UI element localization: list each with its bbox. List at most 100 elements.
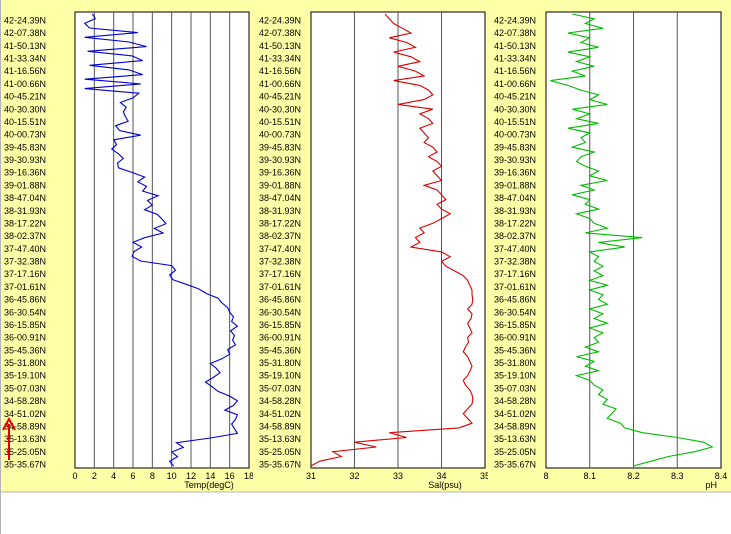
latitude-label: 39-01.88N	[4, 180, 46, 190]
latitude-label: 40-00.73N	[259, 130, 301, 140]
latitude-label: 35-35.67N	[259, 460, 301, 470]
latitude-label: 34-51.02N	[4, 409, 46, 419]
x-tick-label: 4	[111, 471, 116, 481]
latitude-label: 39-45.83N	[259, 142, 301, 152]
latitude-label: 35-25.05N	[494, 447, 536, 457]
latitude-label: 40-45.21N	[494, 92, 536, 102]
latitude-label: 34-58.89N	[259, 421, 301, 431]
latitude-label: 34-51.02N	[259, 409, 301, 419]
series-line	[83, 13, 239, 467]
x-tick-label: 8.3	[671, 471, 684, 481]
latitude-label: 41-33.34N	[494, 54, 536, 64]
latitude-label: 34-58.28N	[494, 396, 536, 406]
latitude-label: 35-31.80N	[4, 358, 46, 368]
latitude-label: 38-17.22N	[494, 218, 536, 228]
x-tick-label: 31	[306, 471, 316, 481]
latitude-label: 41-33.34N	[259, 54, 301, 64]
latitude-label: 39-45.83N	[4, 142, 46, 152]
x-tick-label: 8.2	[627, 471, 640, 481]
x-tick-label: 16	[225, 471, 235, 481]
latitude-label: 42-24.39N	[494, 16, 536, 26]
latitude-label: 38-31.93N	[259, 206, 301, 216]
x-tick-label: 8	[150, 471, 155, 481]
latitude-label: 41-50.13N	[4, 41, 46, 51]
latitude-label: 35-19.10N	[4, 371, 46, 381]
latitude-label: 35-13.63N	[259, 434, 301, 444]
x-tick-label: 6	[130, 471, 135, 481]
latitude-label: 41-00.66N	[494, 79, 536, 89]
latitude-label: 42-24.39N	[259, 16, 301, 26]
latitude-label: 35-07.03N	[494, 383, 536, 393]
x-axis-title: Sal(psu)	[428, 480, 462, 490]
latitude-label: 38-47.04N	[494, 193, 536, 203]
latitude-label: 37-47.40N	[4, 244, 46, 254]
latitude-label: 34-51.02N	[494, 409, 536, 419]
latitude-label: 40-45.21N	[259, 92, 301, 102]
latitude-label: 37-17.16N	[259, 269, 301, 279]
latitude-label: 34-58.89N	[494, 421, 536, 431]
latitude-label: 41-33.34N	[4, 54, 46, 64]
latitude-label: 41-00.66N	[4, 79, 46, 89]
x-tick-label: 8.4	[715, 471, 728, 481]
latitude-label: 35-25.05N	[259, 447, 301, 457]
series-line	[550, 13, 714, 467]
latitude-label: 40-15.51N	[4, 117, 46, 127]
x-tick-label: 18	[244, 471, 254, 481]
latitude-label: 35-13.63N	[4, 434, 46, 444]
latitude-label: 38-02.37N	[4, 231, 46, 241]
latitude-label: 35-35.67N	[4, 460, 46, 470]
latitude-label: 42-07.38N	[494, 28, 536, 38]
latitude-label: 38-31.93N	[4, 206, 46, 216]
latitude-label: 38-31.93N	[494, 206, 536, 216]
latitude-label: 37-01.61N	[259, 282, 301, 292]
latitude-label: 36-00.91N	[259, 333, 301, 343]
latitude-label: 37-01.61N	[494, 282, 536, 292]
x-tick-label: 35	[480, 471, 490, 481]
latitude-label: 37-17.16N	[4, 269, 46, 279]
latitude-label: 36-45.86N	[259, 295, 301, 305]
latitude-label: 35-25.05N	[4, 447, 46, 457]
x-tick-label: 33	[393, 471, 403, 481]
latitude-label: 40-30.30N	[4, 104, 46, 114]
x-tick-label: 0	[72, 471, 77, 481]
latitude-label: 35-19.10N	[494, 371, 536, 381]
x-axis-title: Temp(degC)	[184, 480, 234, 490]
latitude-label: 38-17.22N	[4, 218, 46, 228]
panel-2: 42-24.39N 42-07.38N 41-50.13N 41-33.34N 41-1…	[253, 0, 493, 492]
latitude-label: 36-30.54N	[494, 307, 536, 317]
latitude-label: 35-07.03N	[259, 383, 301, 393]
latitude-label: 38-47.04N	[4, 193, 46, 203]
latitude-label: 37-01.61N	[4, 282, 46, 292]
latitude-label: 37-32.38N	[259, 257, 301, 267]
latitude-label: 40-15.51N	[494, 117, 536, 127]
arrow-head	[2, 416, 16, 431]
latitude-label: 35-13.63N	[494, 434, 536, 444]
latitude-label: 38-02.37N	[494, 231, 536, 241]
latitude-label: 35-35.67N	[494, 460, 536, 470]
latitude-label: 35-45.36N	[259, 345, 301, 355]
latitude-label: 40-45.21N	[4, 92, 46, 102]
latitude-label: 37-32.38N	[494, 257, 536, 267]
latitude-label: 35-19.10N	[259, 371, 301, 381]
latitude-label: 42-07.38N	[259, 28, 301, 38]
panel-1: 42-24.39N 42-07.38N 41-50.13N 41-33.34N 41-1…	[0, 0, 262, 492]
x-tick-label: 12	[186, 471, 196, 481]
latitude-label: 36-00.91N	[4, 333, 46, 343]
latitude-label: 40-30.30N	[494, 104, 536, 114]
latitude-label: 35-31.80N	[494, 358, 536, 368]
latitude-label: 39-01.88N	[259, 180, 301, 190]
latitude-label: 36-00.91N	[494, 333, 536, 343]
latitude-label: 41-00.66N	[259, 79, 301, 89]
latitude-label: 38-47.04N	[259, 193, 301, 203]
latitude-label: 36-45.86N	[4, 295, 46, 305]
latitude-label: 38-17.22N	[259, 218, 301, 228]
latitude-label: 42-24.39N	[4, 16, 46, 26]
latitude-label: 38-02.37N	[259, 231, 301, 241]
panel-3: 42-24.39N 42-07.38N 41-50.13N 41-33.34N 41-1…	[488, 0, 731, 492]
x-tick-label: 8	[543, 471, 548, 481]
latitude-label: 37-47.40N	[494, 244, 536, 254]
latitude-label: 41-16.56N	[4, 66, 46, 76]
latitude-label: 35-45.36N	[4, 345, 46, 355]
